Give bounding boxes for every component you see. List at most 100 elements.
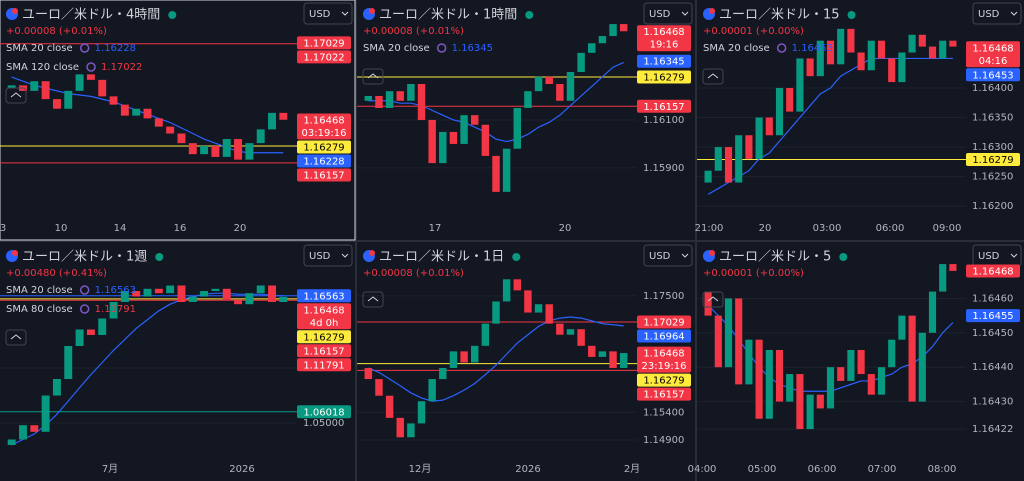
collapse-icon [10, 92, 22, 98]
indicator-icon[interactable] [86, 62, 96, 72]
candle [177, 133, 186, 144]
candle [619, 353, 628, 368]
candle [75, 74, 84, 91]
candle [256, 129, 265, 144]
collapse-button[interactable] [702, 291, 724, 308]
currency-label: USD [649, 251, 671, 262]
candle [364, 367, 373, 380]
price-badge-label: 1.16228 [303, 157, 344, 168]
candle [877, 367, 886, 395]
candle [796, 374, 804, 430]
x-tick-label: 12月 [409, 463, 432, 475]
chart-panel[interactable]: 1.16460 1.16450 1.16440 1.16430 1.16422 ユーロ／米… [688, 242, 1024, 481]
price-badge-label: 1.16468 [643, 349, 684, 360]
candle [898, 315, 906, 340]
candle [222, 288, 231, 300]
collapse-icon [10, 334, 22, 340]
candle [492, 301, 500, 324]
price-badge-label: 1.16157 [303, 346, 344, 357]
candle [41, 395, 50, 432]
currency-dropdown[interactable] [972, 2, 1022, 25]
candle [724, 298, 733, 368]
price-badge-label: 1.16468 [303, 305, 344, 316]
collapse-button[interactable] [5, 329, 27, 346]
collapse-button[interactable] [362, 68, 384, 85]
y-tick-label: 1.16250 [972, 172, 1013, 183]
candle [154, 288, 163, 294]
candle [826, 40, 835, 65]
indicator-name: SMA 20 close [363, 43, 430, 54]
collapse-icon [707, 73, 719, 79]
collapse-icon [707, 296, 719, 302]
symbol-icon-flag [12, 8, 18, 14]
indicator-icon[interactable] [79, 285, 90, 295]
chart-panel[interactable]: 1.17500 1.15400 1.14900 ユーロ／米ドル・1日 +0.00008 … [357, 242, 695, 481]
candle [867, 40, 875, 71]
candle [877, 40, 886, 59]
chart-panel[interactable]: 1.16400 1.16350 1.16300 1.16250 1.16200 ユーロ／米… [695, 0, 1024, 240]
currency-dropdown[interactable] [643, 244, 693, 267]
candle [847, 350, 855, 381]
price-badge-label: 1.16468 [972, 266, 1013, 277]
candle [428, 379, 436, 402]
candle [166, 285, 175, 294]
candle [918, 34, 926, 47]
price-badge [637, 346, 691, 373]
candle [714, 147, 722, 171]
candle [786, 87, 794, 112]
symbol-icon-flag [369, 250, 375, 256]
candle [857, 52, 865, 71]
currency-dropdown[interactable] [303, 2, 353, 25]
collapse-button[interactable] [5, 87, 27, 104]
candle [177, 285, 186, 302]
price-badge-label: 1.11791 [303, 360, 344, 371]
candle [86, 74, 95, 80]
candle [268, 285, 276, 302]
candle [428, 119, 436, 164]
chart-panel[interactable]: 1.16100 1.15900 ユーロ／米ドル・1時間 +0.00008 (+0.01… [357, 0, 695, 240]
plot-area [0, 285, 297, 446]
collapse-button[interactable] [702, 68, 724, 85]
candle [765, 117, 773, 136]
candle [755, 117, 763, 159]
candle [449, 351, 458, 368]
candle [407, 423, 415, 438]
candle [375, 379, 383, 396]
indicator-icon[interactable] [79, 304, 90, 314]
y-tick-label: 1.16350 [972, 113, 1013, 124]
indicator-icon[interactable] [79, 43, 90, 53]
chart-panel[interactable]: ユーロ／米ドル・4時間 +0.00008 (+0.01%) SMA 20 close… [0, 0, 356, 241]
candle [64, 345, 73, 379]
candle [449, 131, 458, 144]
indicator-name: SMA 120 close [6, 62, 79, 73]
indicator-icon[interactable] [776, 43, 787, 53]
candle [64, 90, 73, 109]
price-badge-label: 1.16453 [972, 70, 1013, 81]
y-tick-label: 1.14900 [643, 435, 684, 446]
price-badge-label: 1.16279 [303, 143, 344, 154]
collapse-button[interactable] [362, 291, 384, 308]
currency-dropdown[interactable] [643, 2, 693, 25]
sma-line [11, 292, 284, 446]
candle [949, 40, 957, 47]
price-badge-label: 1.16279 [972, 155, 1013, 166]
price-change: +0.00008 (+0.01%) [363, 26, 464, 37]
x-tick-label: 16 [174, 223, 187, 234]
price-badge [297, 36, 351, 50]
y-tick-label: 1.17500 [643, 291, 684, 302]
market-status [525, 11, 534, 19]
symbol-icon-flag [12, 250, 18, 256]
x-tick-label: 06:00 [876, 223, 905, 234]
currency-label: USD [978, 9, 1000, 20]
candle [7, 439, 16, 445]
candle [30, 81, 39, 91]
y-tick-label: 1.16200 [972, 201, 1013, 212]
candle [598, 351, 607, 357]
candle [745, 135, 753, 159]
indicator-icon[interactable] [436, 43, 447, 53]
currency-dropdown[interactable] [303, 244, 353, 267]
price-change: +0.00001 (+0.00%) [703, 26, 804, 37]
candle [245, 143, 254, 160]
